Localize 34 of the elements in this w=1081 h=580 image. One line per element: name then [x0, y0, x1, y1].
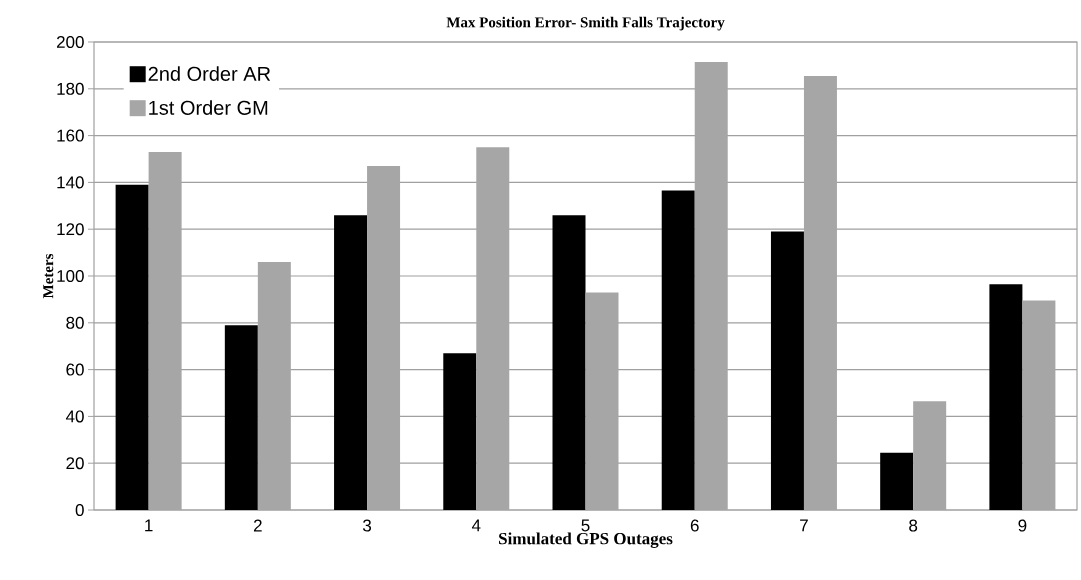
y-tick-label: 80	[66, 316, 84, 329]
bar	[661, 190, 695, 510]
legend-label: 1st Order GM	[149, 100, 268, 115]
bar	[880, 452, 914, 510]
y-tick-label: 160	[57, 129, 84, 142]
x-axis-title: Simulated GPS Outages	[499, 532, 673, 548]
x-tick-label: 3	[362, 519, 372, 532]
bar	[224, 325, 258, 510]
y-tick-label: 120	[57, 223, 84, 236]
y-tick-label: 100	[57, 269, 84, 283]
y-tick-label: 0	[75, 503, 84, 517]
x-tick-label: 4	[471, 519, 481, 532]
x-tick-label: 6	[690, 519, 699, 532]
bar	[989, 284, 1023, 510]
y-tick-label: 60	[66, 363, 84, 376]
bar	[443, 353, 477, 510]
y-tick-label: 20	[66, 457, 84, 470]
legend-label: 2nd Order AR	[148, 66, 271, 81]
bar	[770, 231, 804, 510]
y-tick-label: 140	[57, 176, 84, 189]
x-tick-label: 5	[581, 519, 590, 532]
bar	[115, 184, 149, 510]
chart-title: Max Position Error- Smith Falls Trajectory	[446, 16, 725, 31]
x-tick-label: 7	[800, 519, 808, 532]
bar	[552, 215, 586, 510]
x-tick-label: 1	[145, 519, 153, 532]
x-tick-label: 8	[909, 519, 918, 532]
y-axis-title: Meters	[43, 253, 54, 299]
y-tick-label: 200	[56, 35, 84, 49]
bar	[334, 215, 368, 510]
x-tick-label: 9	[1018, 519, 1027, 532]
y-tick-label: 180	[57, 82, 84, 95]
y-tick-label: 40	[65, 410, 84, 423]
x-tick-label: 2	[253, 519, 262, 532]
